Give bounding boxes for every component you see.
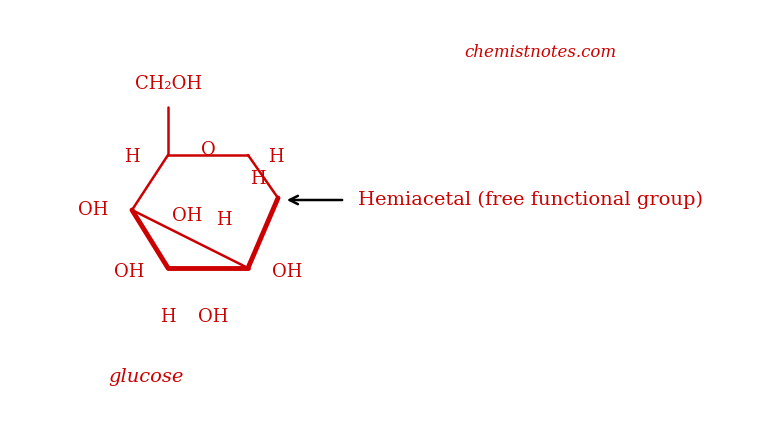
Text: H: H bbox=[250, 170, 266, 188]
Text: OH: OH bbox=[77, 201, 108, 219]
Text: O: O bbox=[201, 141, 216, 159]
Text: chemistnotes.com: chemistnotes.com bbox=[464, 44, 616, 61]
Text: OH: OH bbox=[114, 263, 144, 281]
Text: Hemiacetal (free functional group): Hemiacetal (free functional group) bbox=[358, 191, 703, 209]
Text: OH: OH bbox=[172, 207, 202, 225]
Text: CH₂OH: CH₂OH bbox=[134, 75, 202, 93]
Text: H: H bbox=[268, 148, 284, 166]
Text: OH: OH bbox=[198, 308, 229, 326]
Text: glucose: glucose bbox=[108, 368, 183, 386]
Text: OH: OH bbox=[272, 263, 302, 281]
Text: H: H bbox=[124, 148, 140, 166]
Text: H: H bbox=[216, 211, 232, 229]
Text: H: H bbox=[160, 308, 176, 326]
